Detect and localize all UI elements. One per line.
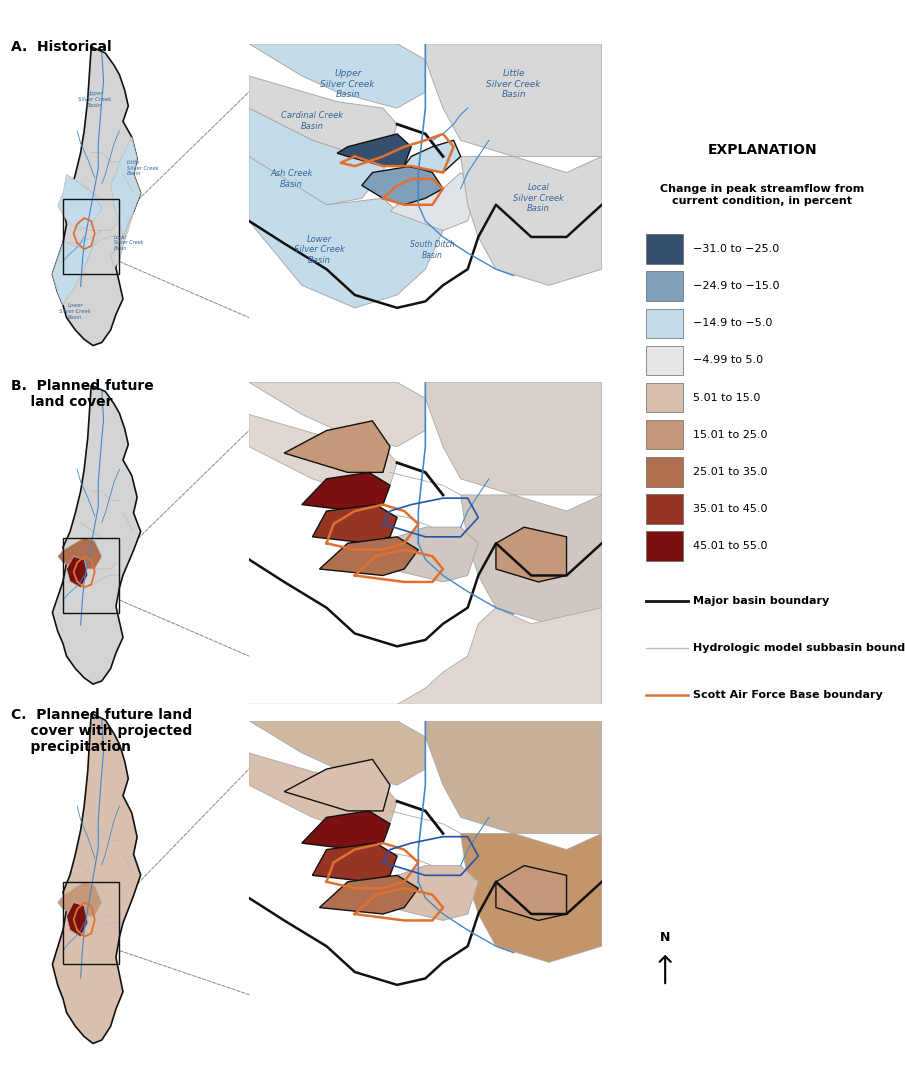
Text: Upper
Silver Creek
Basin: Upper Silver Creek Basin — [320, 70, 375, 99]
Bar — [646, 532, 682, 561]
Bar — [646, 309, 682, 339]
Text: Lower
Silver Creek
Basin: Lower Silver Creek Basin — [294, 235, 345, 264]
Text: 35.01 to 45.0: 35.01 to 45.0 — [693, 505, 767, 514]
Text: C.  Planned future land
    cover with projected
    precipitation: C. Planned future land cover with projec… — [11, 708, 192, 753]
Polygon shape — [496, 527, 567, 582]
Text: A.  Historical: A. Historical — [11, 40, 111, 55]
Text: Ash Creek
Basin: Ash Creek Basin — [270, 169, 312, 189]
Text: −24.9 to −15.0: −24.9 to −15.0 — [693, 281, 779, 292]
Polygon shape — [52, 713, 140, 1044]
Bar — [646, 495, 682, 524]
Text: Little
Silver Creek
Basin: Little Silver Creek Basin — [486, 70, 541, 99]
Polygon shape — [405, 141, 461, 173]
Text: Scott Air Force Base boundary: Scott Air Force Base boundary — [693, 690, 882, 700]
Polygon shape — [425, 44, 602, 156]
Bar — [646, 458, 682, 487]
Text: South Ditch
Basin: South Ditch Basin — [410, 240, 455, 260]
Polygon shape — [338, 134, 411, 166]
Polygon shape — [312, 843, 397, 882]
Polygon shape — [425, 382, 602, 495]
Text: Local
Silver Creek
Basin: Local Silver Creek Basin — [513, 183, 564, 213]
Bar — [63, 882, 119, 964]
Polygon shape — [67, 557, 88, 587]
Bar — [646, 383, 682, 413]
Text: Major basin boundary: Major basin boundary — [693, 596, 829, 606]
Polygon shape — [249, 156, 443, 308]
Polygon shape — [249, 108, 390, 205]
Polygon shape — [461, 495, 602, 624]
Bar — [646, 420, 682, 450]
Polygon shape — [249, 721, 425, 785]
Text: 15.01 to 25.0: 15.01 to 25.0 — [693, 430, 767, 440]
Text: Upper
Silver Creek
Basin: Upper Silver Creek Basin — [78, 92, 111, 108]
Polygon shape — [302, 473, 390, 511]
Polygon shape — [249, 414, 397, 495]
Bar — [63, 199, 119, 274]
Polygon shape — [390, 866, 479, 921]
Text: −4.99 to 5.0: −4.99 to 5.0 — [693, 355, 763, 366]
Bar — [646, 234, 682, 263]
Text: Lower
Silver Creek
Basin: Lower Silver Creek Basin — [60, 302, 91, 320]
Polygon shape — [302, 811, 390, 850]
Polygon shape — [58, 538, 102, 569]
Polygon shape — [249, 607, 602, 704]
Text: 5.01 to 15.0: 5.01 to 15.0 — [693, 393, 760, 403]
Polygon shape — [312, 505, 397, 543]
Bar — [646, 346, 682, 376]
Polygon shape — [52, 385, 140, 684]
Polygon shape — [461, 156, 602, 285]
Text: 45.01 to 55.0: 45.01 to 55.0 — [693, 542, 767, 551]
Polygon shape — [110, 212, 134, 268]
Polygon shape — [249, 44, 425, 108]
Bar — [646, 272, 682, 301]
Polygon shape — [52, 230, 102, 305]
Polygon shape — [52, 47, 140, 345]
Text: Hydrologic model subbasin boundary: Hydrologic model subbasin boundary — [693, 643, 905, 653]
Polygon shape — [390, 527, 479, 582]
Text: −14.9 to −5.0: −14.9 to −5.0 — [693, 318, 772, 329]
Polygon shape — [284, 759, 390, 811]
Polygon shape — [319, 537, 418, 575]
Text: Cardinal Creek
Basin: Cardinal Creek Basin — [281, 111, 344, 131]
Polygon shape — [461, 833, 602, 962]
Polygon shape — [390, 173, 479, 230]
Polygon shape — [249, 753, 397, 833]
Text: −31.0 to −25.0: −31.0 to −25.0 — [693, 244, 779, 254]
Polygon shape — [362, 166, 443, 205]
Polygon shape — [110, 138, 140, 237]
Polygon shape — [58, 882, 102, 916]
Text: Change in peak streamflow from
current condition, in percent: Change in peak streamflow from current c… — [661, 185, 864, 205]
Text: EXPLANATION: EXPLANATION — [708, 143, 817, 157]
Bar — [63, 538, 119, 613]
Text: B.  Planned future
    land cover: B. Planned future land cover — [11, 379, 154, 410]
Polygon shape — [249, 76, 397, 156]
Polygon shape — [249, 382, 425, 447]
Polygon shape — [496, 866, 567, 921]
Polygon shape — [319, 876, 418, 914]
Text: N: N — [660, 931, 671, 945]
Text: 25.01 to 35.0: 25.01 to 35.0 — [693, 467, 767, 477]
Polygon shape — [67, 902, 88, 937]
Text: Little
Silver Creek
Basin: Little Silver Creek Basin — [127, 159, 158, 177]
Text: Local
Silver Creek
Basin: Local Silver Creek Basin — [114, 235, 144, 251]
Polygon shape — [425, 721, 602, 833]
Polygon shape — [284, 420, 390, 473]
Polygon shape — [58, 175, 102, 230]
